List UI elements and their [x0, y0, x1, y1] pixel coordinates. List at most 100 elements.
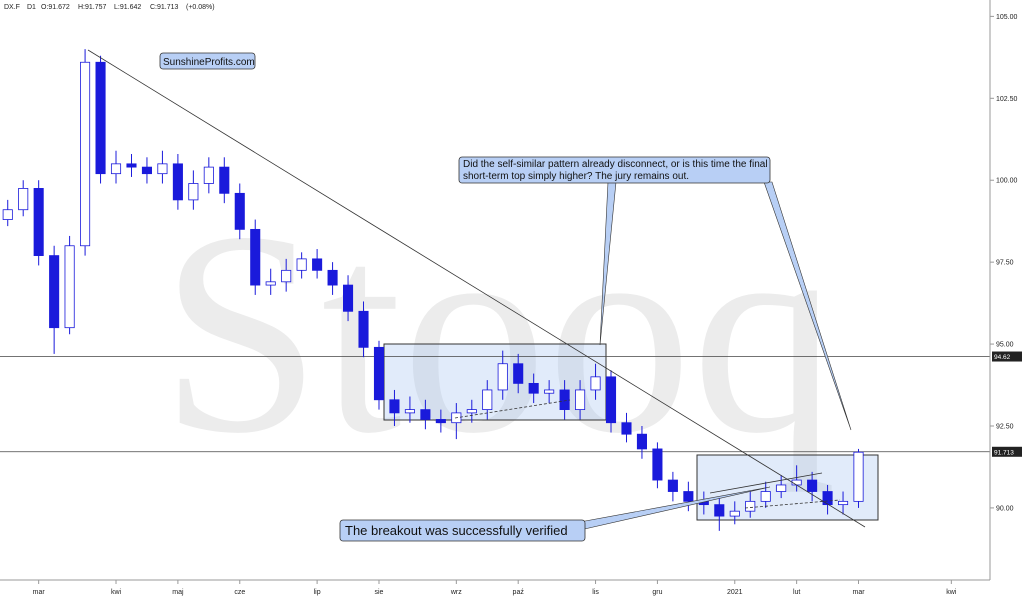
x-tick-label: kwi	[111, 589, 122, 596]
callout-box	[339, 519, 586, 542]
x-tick-label: mar	[852, 589, 865, 596]
candle-body	[853, 451, 864, 502]
y-tick-label: 105.00	[996, 14, 1018, 21]
candle-body	[80, 61, 91, 247]
close: C:91.713	[150, 4, 179, 11]
candle-body	[590, 376, 601, 391]
price-tag	[992, 351, 1022, 362]
x-tick-label: sie	[375, 589, 384, 596]
candle-body	[49, 255, 60, 329]
candle-body	[745, 500, 756, 512]
candle-body	[683, 491, 694, 502]
candle-body	[219, 166, 230, 194]
x-tick-label: cze	[234, 589, 245, 596]
candle-body	[575, 389, 586, 411]
candle-body	[126, 163, 137, 168]
y-tick-label: 102.50	[996, 96, 1018, 103]
support-line	[709, 472, 823, 494]
candle-body	[33, 188, 44, 256]
candle-body	[2, 209, 13, 220]
candle-body	[172, 163, 183, 201]
candle-body	[714, 504, 725, 517]
candle-body	[482, 389, 493, 411]
plot	[0, 49, 990, 531]
candle-body	[667, 479, 678, 492]
candle-body	[312, 258, 323, 271]
candle-body	[64, 245, 75, 329]
candle-body	[528, 382, 539, 394]
candle-body	[234, 192, 245, 230]
candle-body	[791, 479, 802, 486]
change: (+0.08%)	[186, 4, 215, 11]
candle-body	[513, 363, 524, 384]
x-tick-label: maj	[172, 589, 184, 596]
candle-body	[807, 479, 818, 492]
candle-body	[559, 389, 570, 411]
candle-body	[188, 183, 199, 201]
candle-body	[605, 376, 617, 424]
candle-body	[250, 228, 261, 286]
range-box	[696, 454, 879, 521]
x-tick-label: 2021	[727, 589, 743, 596]
price-tag	[992, 446, 1022, 457]
candle-body	[404, 409, 415, 414]
open: O:91.672	[41, 4, 70, 11]
y-tick-label: 97.50	[996, 260, 1014, 267]
source-box	[159, 52, 256, 70]
trend-line	[87, 49, 866, 528]
x-tick-label: kwi	[946, 589, 957, 596]
range-box	[383, 343, 607, 421]
source: SunshineProfits.com	[163, 57, 255, 68]
price-tag-label: 94.62	[994, 354, 1011, 361]
candle-body	[157, 163, 168, 175]
candle-body	[636, 433, 647, 450]
candle-body	[435, 419, 446, 424]
candle-body	[358, 310, 369, 348]
y-tick-label: 90.00	[996, 505, 1014, 512]
candle-body	[544, 389, 555, 394]
candle-body	[822, 491, 833, 506]
candle-body	[389, 399, 400, 414]
dashed-line	[454, 399, 571, 419]
candle-body	[420, 409, 431, 420]
callout-text: short-term top simply higher? The jury r…	[463, 171, 689, 182]
callout-text: The breakout was successfully verified	[345, 523, 568, 538]
header: DX.F D1 O:91.672 H:91.757 L:91.642 C:91.…	[4, 4, 215, 11]
candle-body	[95, 61, 106, 175]
watermark: Stooq	[160, 172, 837, 493]
candle-body	[729, 510, 740, 517]
candle-body	[497, 363, 508, 391]
candle-body	[621, 422, 632, 435]
interval: D1	[27, 4, 36, 11]
candle-body	[296, 258, 307, 271]
candle-body	[265, 281, 276, 286]
x-tick-label: lip	[314, 589, 321, 596]
y-tick-label: 100.00	[996, 178, 1018, 185]
candle-body	[652, 448, 663, 481]
callout-box	[458, 156, 771, 184]
symbol: DX.F	[4, 4, 20, 11]
drawings: Did the self-similar pattern already dis…	[87, 49, 866, 542]
candle-body	[373, 346, 385, 401]
candle-body	[141, 166, 152, 175]
candle-body	[838, 500, 849, 506]
x-tick-label: paź	[513, 589, 525, 596]
callout-text: Did the self-similar pattern already dis…	[463, 159, 768, 170]
candle-body	[281, 269, 292, 283]
candle-body	[203, 166, 214, 184]
candle-body	[776, 484, 787, 492]
candle-body	[466, 409, 477, 414]
x-tick-label: gru	[652, 589, 662, 596]
x-tick-label: wrz	[450, 589, 462, 596]
y-tick-label: 92.50	[996, 423, 1014, 430]
candle-body	[327, 269, 338, 286]
y-tick-label: 95.00	[996, 342, 1014, 349]
candle-body	[760, 491, 771, 502]
x-tick-label: mar	[33, 589, 46, 596]
low: L:91.642	[114, 4, 141, 11]
x-tick-label: lis	[592, 589, 599, 596]
high: H:91.757	[78, 4, 107, 11]
candle-body	[343, 284, 354, 312]
